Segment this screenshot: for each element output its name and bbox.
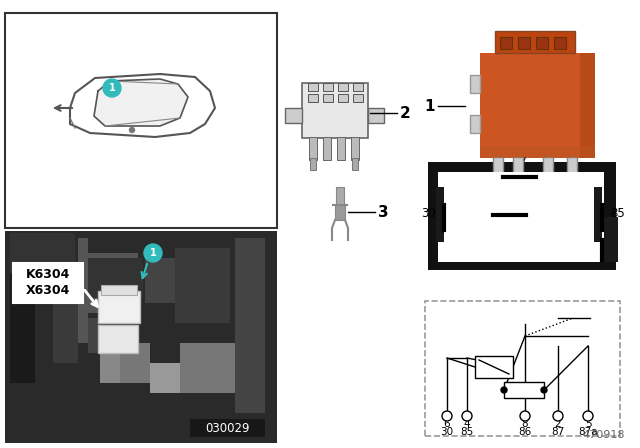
- Bar: [504, 382, 544, 398]
- Circle shape: [103, 79, 121, 97]
- Bar: [513, 157, 523, 183]
- Bar: [604, 217, 618, 262]
- Bar: [470, 75, 480, 93]
- Circle shape: [583, 411, 593, 421]
- Text: 2: 2: [400, 105, 411, 121]
- Bar: [351, 137, 359, 160]
- Bar: [78, 253, 138, 313]
- Text: 30: 30: [421, 207, 436, 220]
- Bar: [5, 231, 277, 443]
- Polygon shape: [94, 79, 188, 126]
- Circle shape: [462, 411, 472, 421]
- Circle shape: [442, 411, 452, 421]
- Bar: [480, 146, 595, 158]
- Bar: [190, 419, 265, 437]
- Bar: [98, 291, 140, 323]
- Bar: [100, 338, 120, 383]
- Bar: [235, 238, 265, 413]
- Text: 87: 87: [552, 427, 564, 437]
- Bar: [594, 187, 602, 242]
- Bar: [353, 83, 363, 91]
- Text: 85: 85: [460, 427, 474, 437]
- Circle shape: [520, 411, 530, 421]
- Bar: [145, 258, 175, 303]
- Bar: [438, 172, 604, 262]
- Bar: [495, 31, 575, 53]
- Bar: [338, 94, 348, 102]
- Bar: [150, 363, 180, 393]
- Bar: [337, 137, 345, 160]
- Text: 3: 3: [378, 204, 388, 220]
- Text: 87a: 87a: [499, 195, 521, 208]
- Text: 4: 4: [464, 419, 470, 429]
- Bar: [336, 187, 344, 205]
- Text: 5: 5: [585, 419, 591, 429]
- Bar: [53, 303, 78, 363]
- Text: 85: 85: [610, 207, 625, 220]
- Bar: [480, 53, 595, 158]
- Text: K6304: K6304: [26, 268, 70, 281]
- Bar: [428, 162, 616, 270]
- Bar: [470, 115, 480, 133]
- Bar: [323, 83, 333, 91]
- Bar: [580, 53, 595, 158]
- Text: 86: 86: [518, 427, 532, 437]
- Bar: [310, 158, 316, 170]
- Bar: [338, 83, 348, 91]
- Bar: [35, 303, 53, 383]
- Bar: [101, 285, 137, 295]
- Bar: [493, 157, 503, 183]
- Bar: [5, 13, 277, 228]
- Bar: [88, 258, 143, 298]
- Bar: [302, 83, 368, 138]
- Bar: [175, 248, 230, 323]
- Bar: [309, 137, 317, 160]
- Text: 87: 87: [513, 156, 527, 169]
- Circle shape: [553, 411, 563, 421]
- Circle shape: [144, 244, 162, 262]
- Bar: [475, 356, 513, 378]
- Bar: [88, 318, 100, 353]
- Text: 6: 6: [444, 419, 451, 429]
- Circle shape: [501, 387, 507, 393]
- Bar: [10, 238, 35, 383]
- Bar: [554, 37, 566, 49]
- Text: 2: 2: [555, 419, 561, 429]
- Text: 470918: 470918: [582, 430, 625, 440]
- Bar: [308, 83, 318, 91]
- Bar: [500, 37, 512, 49]
- Bar: [13, 263, 83, 303]
- Bar: [120, 343, 150, 383]
- Text: 1: 1: [109, 83, 115, 93]
- Bar: [78, 238, 88, 343]
- Bar: [368, 108, 384, 123]
- Bar: [352, 158, 358, 170]
- Bar: [98, 325, 138, 353]
- Text: 87a: 87a: [578, 427, 598, 437]
- Text: X6304: X6304: [26, 284, 70, 297]
- Bar: [285, 108, 302, 123]
- Bar: [335, 204, 345, 220]
- Bar: [308, 94, 318, 102]
- Bar: [323, 94, 333, 102]
- Bar: [536, 37, 548, 49]
- Text: 1: 1: [424, 99, 435, 113]
- Bar: [10, 233, 75, 273]
- Bar: [543, 157, 553, 183]
- Circle shape: [129, 128, 134, 133]
- Circle shape: [541, 387, 547, 393]
- Bar: [518, 37, 530, 49]
- Text: 86: 86: [581, 241, 596, 254]
- Text: 8: 8: [522, 419, 528, 429]
- Text: 030029: 030029: [205, 422, 249, 435]
- Bar: [323, 137, 331, 160]
- Bar: [180, 343, 235, 393]
- Bar: [425, 301, 620, 436]
- Bar: [353, 94, 363, 102]
- Text: 1: 1: [150, 248, 156, 258]
- Bar: [567, 157, 577, 183]
- Text: 30: 30: [440, 427, 454, 437]
- Bar: [436, 187, 444, 242]
